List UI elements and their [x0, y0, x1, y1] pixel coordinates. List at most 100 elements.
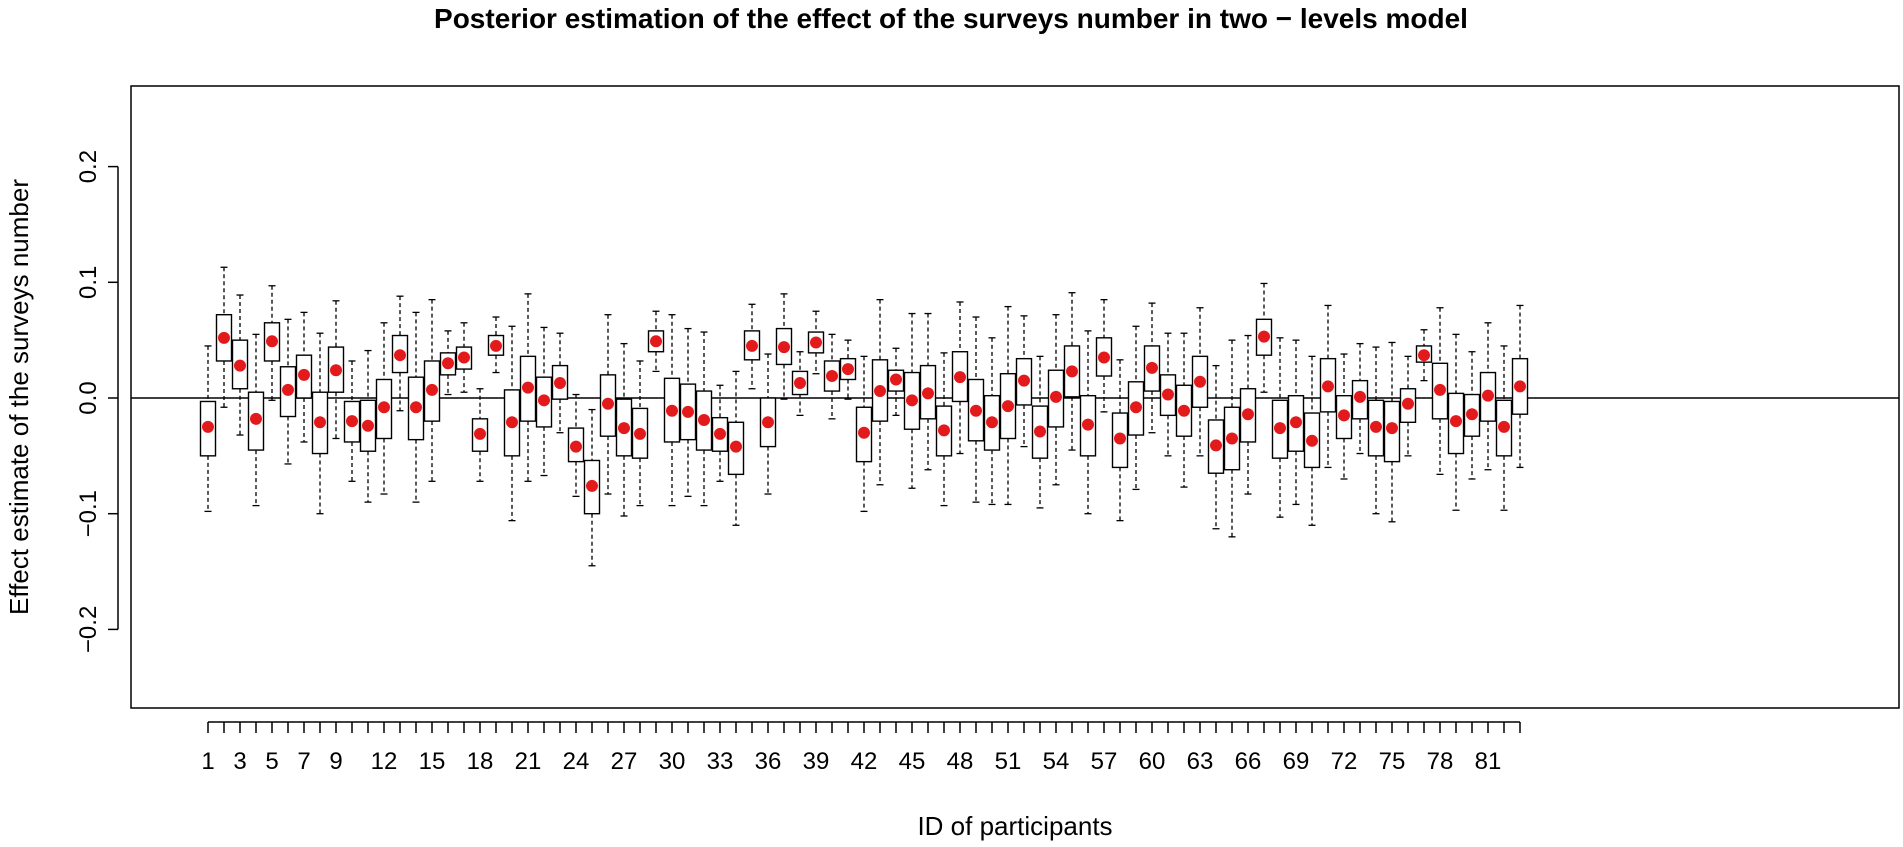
x-tick-label: 18	[467, 748, 494, 775]
x-tick-label: 51	[995, 748, 1022, 775]
participant-box-68	[1271, 337, 1289, 518]
x-tick-label: 33	[707, 748, 734, 775]
participant-box-49	[967, 316, 985, 503]
participant-box-65	[1223, 339, 1241, 538]
participant-box-14	[407, 311, 425, 503]
participant-box-63	[1191, 307, 1209, 457]
participant-box-11	[359, 349, 377, 503]
median-point	[1370, 420, 1382, 433]
median-point	[1322, 380, 1334, 393]
participant-box-82	[1495, 345, 1513, 511]
median-point	[522, 381, 534, 394]
x-tick-label: 1	[201, 748, 214, 775]
participant-box-64	[1207, 364, 1225, 530]
median-point	[698, 413, 710, 426]
y-axis: −0.2 −0.1 0.0 0.1 0.2	[75, 150, 119, 653]
x-tick-label: 63	[1187, 748, 1214, 775]
participant-box-58	[1111, 359, 1129, 522]
participant-box-53	[1031, 355, 1049, 509]
median-point	[650, 335, 662, 348]
x-tick-label: 27	[611, 748, 638, 775]
y-axis-label: Effect estimate of the surveys number	[4, 179, 34, 615]
participant-box-20	[503, 325, 521, 522]
participant-box-47	[935, 352, 953, 507]
x-axis-label: ID of participants	[917, 811, 1112, 841]
participant-box-41	[839, 339, 857, 400]
median-point	[746, 339, 758, 352]
participant-box-73	[1351, 342, 1369, 455]
participant-box-42	[855, 355, 873, 513]
median-point	[570, 440, 582, 453]
median-point	[234, 359, 246, 372]
x-tick-label: 72	[1331, 748, 1358, 775]
participant-box-4	[247, 333, 265, 507]
participant-box-2	[215, 266, 233, 408]
median-point	[1306, 434, 1318, 447]
participant-box-83	[1511, 304, 1529, 469]
median-point	[1466, 408, 1478, 421]
x-tick-label: 36	[755, 748, 782, 775]
x-tick-label: 57	[1091, 748, 1118, 775]
participant-box-52	[1015, 315, 1033, 448]
y-tick-label: 0.0	[75, 381, 102, 414]
participant-box-44	[887, 347, 905, 417]
participant-box-38	[791, 351, 809, 417]
median-point	[1098, 351, 1110, 364]
participant-box-1	[199, 345, 217, 513]
x-tick-label: 5	[265, 748, 278, 775]
x-tick-label: 66	[1235, 748, 1262, 775]
median-point	[362, 419, 374, 432]
x-tick-label: 69	[1283, 748, 1310, 775]
participant-box-57	[1095, 299, 1113, 413]
participant-box-28	[631, 360, 649, 507]
median-point	[826, 370, 838, 383]
median-point	[1482, 389, 1494, 402]
participant-box-17	[455, 322, 473, 393]
participant-box-27	[615, 342, 633, 517]
median-point	[458, 351, 470, 364]
median-point	[378, 401, 390, 414]
y-tick-label: −0.2	[75, 606, 102, 653]
x-tick-label: 12	[371, 748, 398, 775]
participant-box-23	[551, 332, 569, 434]
median-point	[1290, 416, 1302, 429]
median-point	[1514, 380, 1526, 393]
participant-box-51	[999, 305, 1017, 506]
x-tick-label: 7	[297, 748, 310, 775]
x-tick-label: 21	[515, 748, 542, 775]
median-point	[410, 401, 422, 414]
median-point	[250, 412, 262, 425]
participant-box-56	[1079, 330, 1097, 515]
median-point	[298, 368, 310, 381]
median-point	[1114, 432, 1126, 445]
median-point	[730, 440, 742, 453]
participant-box-76	[1399, 355, 1417, 457]
median-point	[954, 371, 966, 384]
median-point	[618, 422, 630, 435]
median-point	[1066, 365, 1078, 378]
median-point	[1338, 409, 1350, 422]
median-point	[442, 357, 454, 370]
median-point	[682, 405, 694, 418]
median-point	[714, 427, 726, 440]
x-tick-label: 75	[1379, 748, 1406, 775]
median-point	[1210, 439, 1222, 452]
participant-box-69	[1287, 339, 1305, 506]
participant-box-13	[391, 295, 409, 412]
median-point	[554, 376, 566, 389]
x-tick-label: 39	[803, 748, 830, 775]
y-tick-label: 0.2	[75, 150, 102, 183]
participant-box-12	[375, 322, 393, 495]
participant-box-74	[1367, 346, 1385, 515]
participant-box-46	[919, 312, 937, 471]
participant-box-22	[535, 326, 553, 477]
median-point	[1226, 432, 1238, 445]
median-point	[1018, 374, 1030, 387]
participant-box-75	[1383, 341, 1401, 523]
participant-box-7	[295, 311, 313, 443]
x-tick-label: 3	[233, 748, 246, 775]
participant-box-8	[311, 332, 329, 515]
median-point	[1034, 425, 1046, 438]
box-series	[199, 266, 1529, 567]
median-point	[202, 420, 214, 433]
